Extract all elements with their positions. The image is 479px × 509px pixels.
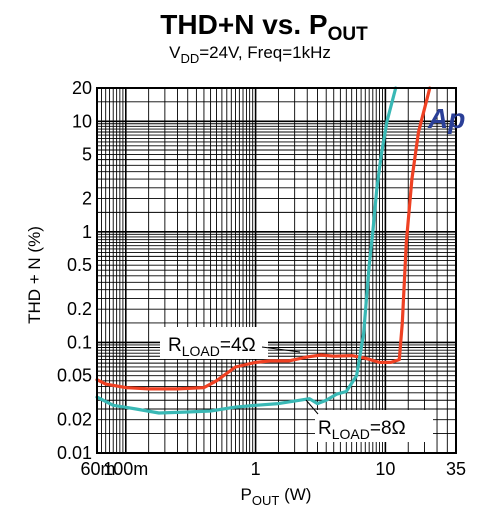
y-tick-label: 10 [72, 111, 92, 131]
y-axis-label: THD + N (%) [25, 226, 44, 324]
x-axis-label-unit: (W) [279, 485, 311, 504]
y-tick-label: 2 [82, 189, 92, 209]
series-label-4ohm: RLOAD=4Ω [160, 327, 268, 359]
series-4ohm-leader [261, 346, 301, 353]
chart-title-main: THD+N vs. P [160, 9, 327, 40]
chart-subtitle: VDD=24V, Freq=1kHz [169, 43, 331, 66]
plot-frame [96, 87, 457, 454]
svg-text:RLOAD=8Ω: RLOAD=8Ω [318, 418, 406, 442]
chart-title: THD+N vs. POUT [160, 9, 368, 45]
subtitle-vdd-prefix: V [169, 43, 181, 62]
series-line-8ohm [95, 86, 398, 415]
x-tick-label: 35 [446, 459, 466, 479]
ap-logo: Ap [427, 103, 465, 134]
y-tick-label: 0.02 [57, 410, 92, 430]
y-tick-label: 5 [82, 145, 92, 165]
subtitle-rest: =24V, Freq=1kHz [199, 43, 331, 62]
series-8ohm-prefix: R [318, 418, 332, 439]
series-label-8ohm: RLOAD=8Ω [315, 410, 433, 442]
grid [97, 88, 456, 453]
x-tick-label: 100m [103, 459, 148, 479]
y-tick-label: 0.05 [57, 366, 92, 386]
series-8ohm-suffix: =8Ω [370, 418, 406, 439]
x-tick-label: 1 [251, 459, 261, 479]
series-4ohm-sub: LOAD [182, 343, 220, 359]
y-tick-label: 0.5 [67, 255, 92, 275]
svg-text:RLOAD=4Ω: RLOAD=4Ω [168, 335, 256, 359]
subtitle-vdd-sub: DD [180, 51, 199, 66]
series-4ohm-suffix: =4Ω [220, 335, 256, 356]
chart-title-sub: OUT [328, 24, 369, 45]
y-tick-label: 0.01 [57, 443, 92, 463]
y-tick-label: 1 [82, 222, 92, 242]
x-tick-label: 60m [80, 459, 115, 479]
x-axis-label-sub: OUT [252, 493, 280, 508]
series-lines [95, 86, 432, 415]
x-tick-label: 10 [375, 459, 395, 479]
series-4ohm-prefix: R [168, 335, 182, 356]
series-8ohm-leader [305, 399, 319, 415]
x-axis-label: POUT (W) [241, 485, 312, 508]
series-line-4ohm [95, 86, 432, 391]
y-tick-label: 20 [72, 78, 92, 98]
x-axis-label-main: P [241, 485, 252, 504]
y-tick-label: 0.1 [67, 332, 92, 352]
y-tick-label: 0.2 [67, 299, 92, 319]
series-8ohm-sub: LOAD [332, 426, 370, 442]
